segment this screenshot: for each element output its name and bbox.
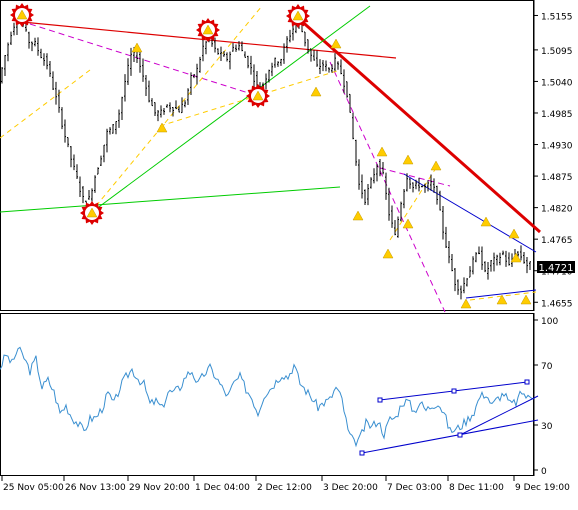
- price-tick-label: 1.4985: [541, 110, 573, 120]
- dashed-line-c: [379, 167, 451, 187]
- current-price-label: 1.4721: [537, 261, 575, 274]
- price-panel: [0, 0, 534, 311]
- oscillator-layer: [0, 346, 539, 456]
- starburst-triangle: [16, 9, 28, 20]
- yellow-triangle-icon: [330, 38, 342, 49]
- yellow-triangle-icon: [376, 146, 388, 157]
- current-price-text: 1.4721: [539, 263, 574, 274]
- yellow-triangle-icon: [131, 42, 143, 53]
- time-axis: 25 Nov 05:00 26 Nov 13:00 29 Nov 20:00 1 De…: [1, 476, 570, 493]
- starburst-triangle-icon: [286, 4, 310, 28]
- yellow-triangle-icon: [382, 248, 394, 259]
- time-tick-label: 25 Nov 05:00: [3, 483, 64, 493]
- time-tick-label: 2 Dec 12:00: [257, 483, 312, 493]
- yellow-triangle-icon: [480, 216, 492, 227]
- golden-dashed-b: [95, 5, 263, 207]
- starburst-triangle: [292, 10, 304, 21]
- time-tick-label: 3 Dec 20:00: [323, 483, 378, 493]
- osc-anchor-point: [451, 388, 457, 394]
- channel-upper-line: [403, 173, 537, 253]
- osc-anchor-point: [377, 397, 383, 403]
- downtrend-line: [297, 16, 541, 234]
- starburst-triangle: [202, 24, 214, 35]
- osc-channel-lower: [361, 419, 539, 454]
- yellow-triangle-icon: [402, 218, 414, 229]
- time-tick-label: 7 Dec 03:00: [387, 483, 442, 493]
- markers-layer: [10, 3, 532, 309]
- time-tick-label: 8 Dec 11:00: [449, 483, 504, 493]
- price-tick-label: 1.4875: [541, 173, 573, 183]
- osc-tick-label: 0: [541, 467, 547, 477]
- dashed-line-b: [329, 61, 446, 313]
- osc-tick-label: 30: [541, 422, 553, 432]
- golden-dashed-e: [469, 291, 537, 301]
- yellow-triangle-icon: [156, 122, 168, 133]
- price-tick-label: 1.4820: [541, 205, 573, 215]
- yellow-triangle-icon: [496, 294, 508, 305]
- osc-anchor-point: [359, 450, 365, 456]
- time-tick-label: 9 Dec 19:00: [515, 483, 570, 493]
- osc-tick-label: 70: [541, 362, 553, 372]
- yellow-triangle-icon: [352, 210, 364, 221]
- support-line: [0, 186, 341, 213]
- fan-line: [91, 5, 371, 213]
- starburst-triangle: [252, 90, 264, 101]
- starburst-triangle-icon: [196, 18, 220, 42]
- time-tick-label: 29 Nov 20:00: [129, 483, 190, 493]
- yellow-triangle-icon: [310, 86, 322, 97]
- time-tick-label: 1 Dec 04:00: [195, 483, 250, 493]
- yellow-triangle-icon: [508, 228, 520, 239]
- starburst-triangle-icon: [246, 84, 270, 108]
- price-tick-label: 1.5155: [541, 12, 573, 22]
- channel-lower-line: [465, 289, 537, 299]
- starburst-triangle-icon: [10, 3, 34, 27]
- yellow-triangle-icon: [520, 294, 532, 305]
- osc-anchor-point: [457, 432, 463, 438]
- yellow-triangle-icon: [460, 298, 472, 309]
- yellow-triangle-icon: [402, 154, 414, 165]
- starburst-triangle-icon: [80, 201, 104, 225]
- osc-channel-mid: [459, 395, 539, 436]
- price-tick-label: 1.5040: [541, 78, 573, 88]
- price-tick-label: 1.4655: [541, 299, 573, 309]
- price-tick-label: 1.4765: [541, 236, 573, 246]
- yellow-triangle-icon: [430, 160, 442, 171]
- osc-tick-label: 100: [541, 317, 558, 327]
- price-tick-label: 1.4930: [541, 142, 573, 152]
- yellow-triangle-icon: [510, 252, 522, 263]
- price-tick-label: 1.5095: [541, 47, 573, 57]
- osc-anchor-point: [524, 379, 530, 385]
- oscillator-line: [0, 346, 535, 448]
- golden-dashed-a: [0, 69, 91, 139]
- time-tick-label: 26 Nov 13:00: [65, 483, 126, 493]
- starburst-triangle: [86, 207, 98, 218]
- oscillator-axis: 100 70 30 0: [534, 317, 558, 477]
